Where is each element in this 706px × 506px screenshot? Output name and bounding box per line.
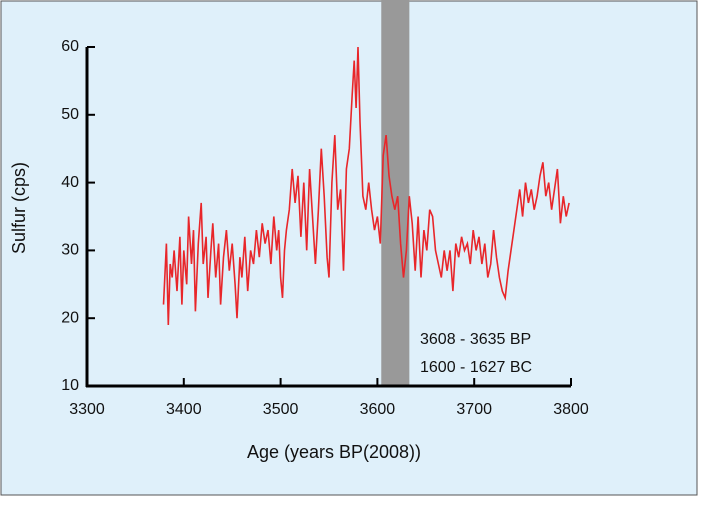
x-tick-label: 3600 <box>360 401 396 418</box>
y-tick-label: 20 <box>61 309 79 326</box>
data-line <box>162 46 570 326</box>
background <box>0 0 698 496</box>
x-tick-label: 3700 <box>456 401 492 418</box>
y-tick-label: 40 <box>61 174 79 191</box>
annotation: 1600 - 1627 BC <box>420 359 532 376</box>
x-axis-label: Age (years BP(2008)) <box>247 442 421 462</box>
y-tick-label: 60 <box>61 38 79 55</box>
x-tick-label: 3300 <box>69 401 105 418</box>
x-tick-label: 3400 <box>166 401 202 418</box>
x-tick-label: 3500 <box>263 401 299 418</box>
annotation: 3608 - 3635 BP <box>420 331 531 348</box>
y-tick-label: 50 <box>61 106 79 123</box>
x-tick-label: 3800 <box>553 401 589 418</box>
y-tick-label: 30 <box>61 242 79 259</box>
y-tick-label: 10 <box>61 377 79 394</box>
y-axis-label: Sulfur (cps) <box>9 162 29 254</box>
highlight-band <box>381 0 410 386</box>
